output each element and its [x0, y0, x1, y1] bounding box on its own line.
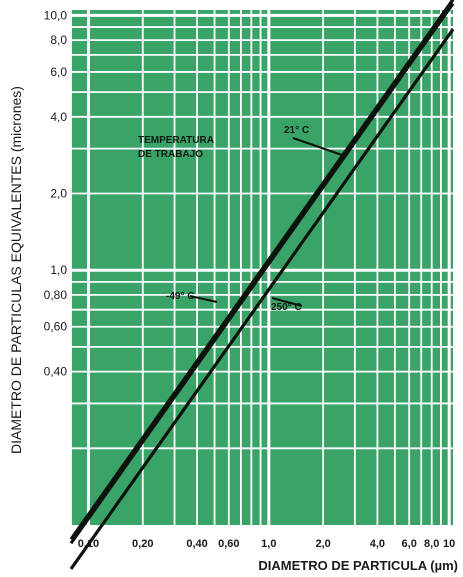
y-tick-label: 6,0 — [50, 65, 67, 79]
series-label-21c-leader — [292, 137, 346, 157]
x-tick-label: 10 — [443, 538, 455, 550]
series-label-neg49c-leader — [189, 295, 218, 303]
series-label-21c: 21° C — [284, 125, 346, 157]
y-tick-label: 1,0 — [50, 263, 67, 277]
x-tick-label: 1,0 — [261, 538, 276, 550]
x-tick-label: 4,0 — [370, 538, 385, 550]
grid-lines — [70, 10, 453, 525]
series-lines — [69, 0, 455, 570]
y-tick-label: 0,80 — [44, 288, 68, 302]
series-label-neg49c: -49° C — [166, 291, 218, 303]
series-label-neg49c-text: -49° C — [166, 291, 194, 302]
x-tick-labels: 0,10 0,20 0,40 0,60 1,0 2,0 4,0 6,0 8,0 10 — [78, 538, 456, 550]
y-tick-label: 0,60 — [44, 320, 68, 334]
x-tick-label: 8,0 — [424, 538, 439, 550]
x-tick-label: 0,20 — [132, 538, 153, 550]
x-tick-label: 2,0 — [315, 538, 330, 550]
annotation-temperatura: TEMPERATURA DE TRABAJO — [138, 135, 214, 160]
series-line-0 — [69, 0, 455, 541]
series-label-21c-text: 21° C — [284, 125, 309, 136]
series-label-250c-text: 250° C — [271, 302, 302, 313]
x-tick-label: 0,60 — [218, 538, 239, 550]
y-tick-labels: 0,40 0,60 0,80 1,0 2,0 4,0 6,0 8,0 10,0 — [44, 8, 68, 378]
x-tick-label: 6,0 — [402, 538, 417, 550]
series-line-1 — [69, 2, 455, 545]
y-tick-label: 4,0 — [50, 110, 67, 124]
y-tick-label: 8,0 — [50, 33, 67, 47]
y-tick-label: 0,40 — [44, 365, 68, 379]
series-line-2 — [69, 28, 455, 570]
annotation-line-1: TEMPERATURA — [138, 135, 214, 146]
x-tick-label: 0,40 — [186, 538, 207, 550]
series-label-250c: 250° C — [271, 297, 303, 313]
x-axis-title: DIAMETRO DE PARTICULA (µm) — [258, 558, 458, 573]
y-axis-title: DIAMETRO DE PARTICULAS EQUIVALENTES (mic… — [8, 86, 24, 454]
series-label-250c-leader — [271, 297, 303, 307]
y-tick-label: 2,0 — [50, 186, 67, 200]
annotation-line-2: DE TRABAJO — [138, 149, 203, 160]
x-tick-label: 0,10 — [78, 538, 99, 550]
y-tick-label: 10,0 — [44, 8, 68, 22]
